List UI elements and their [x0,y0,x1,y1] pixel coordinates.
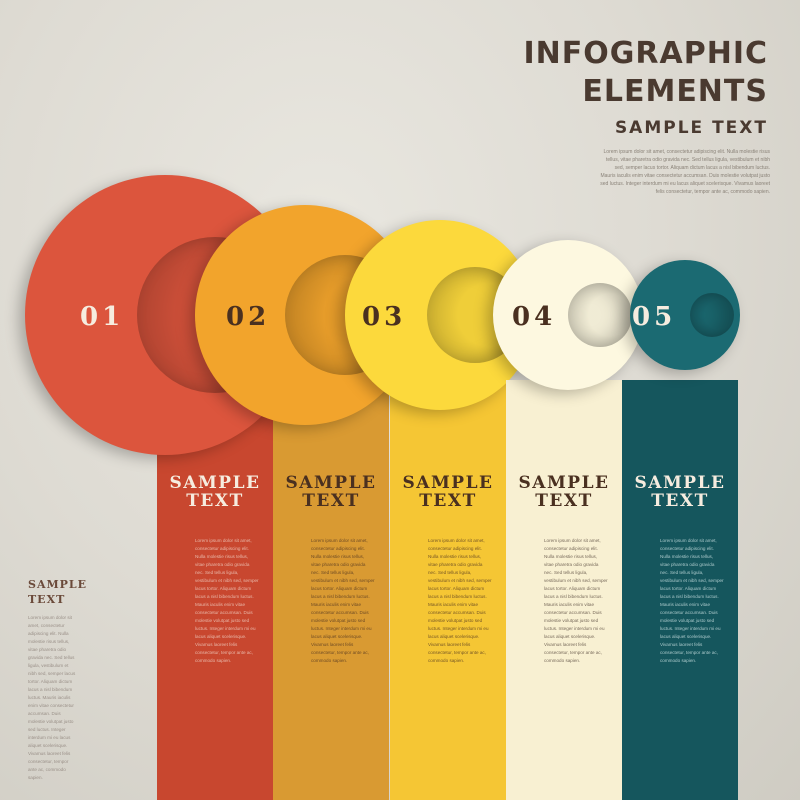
circle-hole [690,293,734,337]
step-circle-4 [493,240,643,390]
step-title: SAMPLE TEXT [634,473,726,511]
step-number: 05 [632,302,677,332]
step-number: 03 [362,302,407,332]
step-title: SAMPLE TEXT [285,473,377,511]
step-title: SAMPLE TEXT [518,473,610,511]
step-title: SAMPLE TEXT [402,473,494,511]
title-line-1: INFOGRAPHIC [523,36,768,71]
step-number: 02 [226,302,271,332]
side-title: SAMPLE TEXT [28,578,88,606]
step-body: Lorem ipsum dolor sit amet, consectetur … [660,538,724,663]
step-number: 04 [512,302,557,332]
step-column-4: SAMPLE TEXT Lorem ipsum dolor sit amet, co… [506,380,622,800]
step-body: Lorem ipsum dolor sit amet, consectetur … [195,538,259,663]
step-column-5: SAMPLE TEXT Lorem ipsum dolor sit amet, co… [622,380,738,800]
step-title: SAMPLE TEXT [169,473,261,511]
step-circle-5 [630,260,740,370]
step-column-3: SAMPLE TEXT Lorem ipsum dolor sit amet, co… [390,380,506,800]
title-line-2: ELEMENTS [582,74,768,109]
step-column-2: SAMPLE TEXT Lorem ipsum dolor sit amet, co… [273,380,389,800]
step-column-1: SAMPLE TEXT Lorem ipsum dolor sit amet, co… [157,380,273,800]
step-body: Lorem ipsum dolor sit amet, consectetur … [311,538,375,663]
subtitle: SAMPLE TEXT [614,118,768,138]
step-body: Lorem ipsum dolor sit amet, consectetur … [428,538,492,663]
step-number: 01 [80,302,125,332]
circle-hole [568,283,632,347]
step-body: Lorem ipsum dolor sit amet, consectetur … [544,538,608,663]
side-body: Lorem ipsum dolor sit amet, consectetur … [28,615,76,780]
intro-text: Lorem ipsum dolor sit amet, consectetur … [600,149,770,195]
